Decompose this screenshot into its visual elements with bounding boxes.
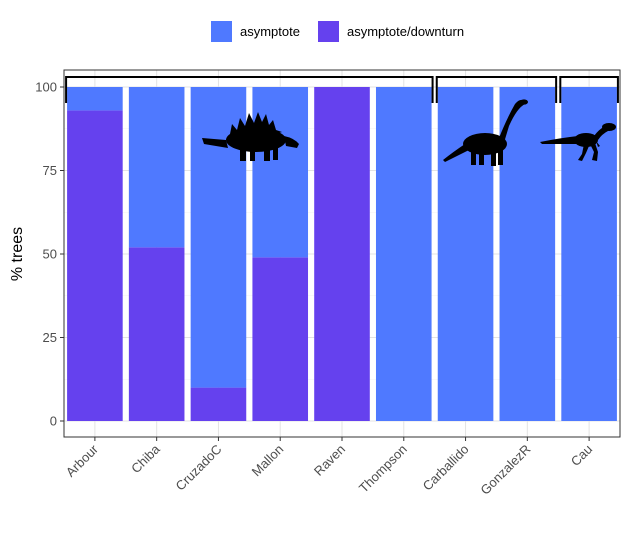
bar-thompson-asymptote — [375, 87, 432, 421]
y-axis-title: % trees — [9, 227, 26, 281]
bar-arbour-asymptote — [67, 87, 123, 111]
group-bracket — [435, 76, 558, 103]
x-tick-label-cau: Cau — [568, 442, 595, 469]
x-tick-label-raven: Raven — [311, 442, 348, 479]
silhouettes — [202, 99, 616, 166]
x-tick-label-carballido: Carballido — [420, 442, 472, 494]
stegosaur-silhouette-icon — [202, 112, 299, 161]
bar-mallon-asymptote — [252, 87, 309, 258]
y-tick-label: 100 — [35, 80, 57, 95]
bar-gonzalezr-asymptote — [499, 87, 556, 421]
y-tick-label: 0 — [50, 414, 57, 429]
legend-label: asymptote/downturn — [347, 24, 464, 39]
legend-swatch — [318, 21, 339, 42]
bar-raven-asymptote-downturn — [314, 87, 370, 421]
theropod-silhouette-icon — [540, 123, 616, 161]
y-tick-label: 75 — [43, 163, 57, 178]
legend-label: asymptote — [240, 24, 300, 39]
legend-swatch — [211, 21, 232, 42]
x-tick-label-gonzalezr: GonzalezR — [477, 442, 533, 498]
bar-mallon-asymptote-downturn — [252, 257, 309, 421]
x-tick-label-cruzadoc: CruzadoC — [173, 442, 225, 494]
legend: asymptote asymptote/downturn — [211, 21, 464, 42]
y-tick-label: 25 — [43, 330, 57, 345]
x-tick-label-mallon: Mallon — [249, 442, 287, 480]
bars — [67, 87, 617, 421]
group-bracket — [559, 76, 619, 103]
bar-arbour-asymptote-downturn — [67, 110, 123, 421]
bar-cruzadoc-asymptote-downturn — [190, 387, 247, 421]
x-tick-label-arbour: Arbour — [63, 441, 102, 480]
x-axis: Arbour Chiba CruzadoC Mallon Raven Thompson Ca… — [63, 437, 595, 498]
y-tick-label: 50 — [43, 247, 57, 262]
group-bracket — [65, 76, 434, 103]
bar-chiba-asymptote — [128, 87, 185, 248]
sauropod-silhouette-icon — [443, 99, 528, 166]
bar-chiba-asymptote-downturn — [128, 247, 185, 421]
x-tick-label-chiba: Chiba — [128, 441, 163, 476]
group-brackets — [65, 76, 619, 103]
y-axis: 0 25 50 75 100 — [35, 80, 64, 429]
x-tick-label-thompson: Thompson — [356, 442, 410, 496]
